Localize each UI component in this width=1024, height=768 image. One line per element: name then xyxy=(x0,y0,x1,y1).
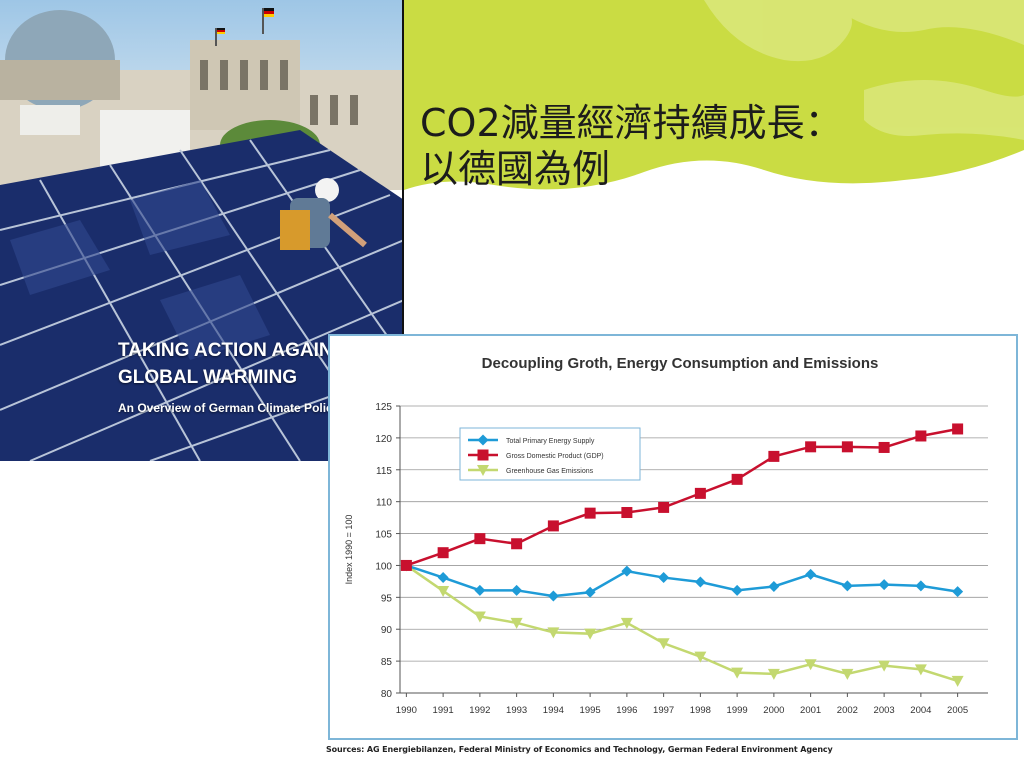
xtick-label-2005: 2005 xyxy=(947,705,968,716)
chart-title: Decoupling Groth, Energy Consumption and… xyxy=(482,355,879,372)
point-gdp-2001 xyxy=(805,441,817,453)
point-gdp-1997 xyxy=(658,501,670,513)
series-line-tpes xyxy=(405,564,958,598)
point-ghg-1998 xyxy=(694,651,707,663)
legend-marker-ghg xyxy=(477,465,489,476)
xtick-label-2002: 2002 xyxy=(837,705,858,716)
point-tpes-1999 xyxy=(731,584,743,596)
ytick-label-80: 80 xyxy=(381,689,393,700)
brochure-headline-line2: GLOBAL WARMING xyxy=(118,367,298,388)
legend-label-tpes: Total Primary Energy Supply xyxy=(506,438,595,445)
point-ghg-1994 xyxy=(547,627,560,639)
legend-marker-tpes xyxy=(477,434,489,446)
point-tpes-2000 xyxy=(768,580,780,592)
xtick-label-1998: 1998 xyxy=(690,705,711,716)
legend-marker-gdp xyxy=(477,449,489,461)
point-gdp-1999 xyxy=(731,473,743,485)
decorative-green-background xyxy=(404,0,1024,190)
xtick-label-2000: 2000 xyxy=(763,705,784,716)
xtick-label-2004: 2004 xyxy=(910,705,931,716)
point-gdp-1996 xyxy=(621,507,633,519)
xtick-label-1990: 1990 xyxy=(396,705,417,716)
point-gdp-1990 xyxy=(400,559,412,571)
point-tpes-2003 xyxy=(878,579,890,591)
chart-panel: Decoupling Groth, Energy Consumption and… xyxy=(328,334,1018,740)
point-tpes-1996 xyxy=(621,565,633,577)
point-tpes-1995 xyxy=(584,586,596,598)
brochure-cover-photo: TAKING ACTION AGAINS GLOBAL WARMING An O… xyxy=(0,0,404,461)
xtick-label-1996: 1996 xyxy=(616,705,637,716)
point-tpes-2002 xyxy=(841,580,853,592)
point-ghg-1993 xyxy=(510,617,523,629)
xtick-label-1991: 1991 xyxy=(433,705,454,716)
ytick-label-125: 125 xyxy=(375,402,392,413)
point-gdp-1993 xyxy=(511,538,523,550)
solar-panels-illustration xyxy=(0,0,404,461)
photo-divider-line xyxy=(402,0,404,335)
xtick-label-1992: 1992 xyxy=(469,705,490,716)
point-gdp-2003 xyxy=(878,441,890,453)
point-tpes-2005 xyxy=(952,586,964,598)
point-tpes-1992 xyxy=(474,584,486,596)
point-ghg-1999 xyxy=(731,667,744,679)
line-chart: Decoupling Groth, Energy Consumption and… xyxy=(344,355,988,716)
point-gdp-1992 xyxy=(474,533,486,545)
point-tpes-1991 xyxy=(437,572,449,584)
legend-label-ghg: Greenhouse Gas Emissions xyxy=(506,468,594,475)
slide-title: CO2減量經濟持續成長： 以德國為例 xyxy=(420,100,1000,192)
point-tpes-1994 xyxy=(547,590,559,602)
point-tpes-1993 xyxy=(511,584,523,596)
point-tpes-1998 xyxy=(694,576,706,588)
series-line-gdp xyxy=(405,427,958,567)
point-ghg-2000 xyxy=(767,668,780,680)
ytick-label-120: 120 xyxy=(375,434,392,445)
ytick-label-115: 115 xyxy=(376,466,392,477)
point-gdp-1998 xyxy=(694,487,706,499)
ytick-label-95: 95 xyxy=(381,593,393,604)
point-gdp-2005 xyxy=(952,423,964,435)
ytick-label-85: 85 xyxy=(381,657,393,668)
source-note: Sources: AG Energiebilanzen, Federal Min… xyxy=(326,745,833,754)
y-axis-label: Index 1990 = 100 xyxy=(344,515,354,585)
point-ghg-1992 xyxy=(473,611,486,623)
slide-title-line2: 以德國為例 xyxy=(420,147,611,191)
point-ghg-1991 xyxy=(437,585,450,597)
point-ghg-2004 xyxy=(914,664,927,676)
legend-label-gdp: Gross Domestic Product (GDP) xyxy=(506,453,604,460)
xtick-label-2001: 2001 xyxy=(800,705,821,716)
point-ghg-2003 xyxy=(878,660,891,672)
point-gdp-2004 xyxy=(915,430,927,442)
point-gdp-2000 xyxy=(768,450,780,462)
ytick-label-105: 105 xyxy=(375,530,392,541)
point-tpes-1997 xyxy=(658,572,670,584)
xtick-label-1997: 1997 xyxy=(653,705,674,716)
point-gdp-2002 xyxy=(841,441,853,453)
xtick-label-1995: 1995 xyxy=(580,705,601,716)
slide-title-line1: CO2減量經濟持續成長： xyxy=(420,101,843,145)
point-ghg-1997 xyxy=(657,638,670,650)
point-gdp-1995 xyxy=(584,507,596,519)
xtick-label-2003: 2003 xyxy=(874,705,895,716)
point-ghg-2005 xyxy=(951,675,964,687)
point-ghg-2002 xyxy=(841,668,854,680)
point-ghg-1995 xyxy=(584,628,597,640)
xtick-label-1994: 1994 xyxy=(543,705,564,716)
point-gdp-1991 xyxy=(437,547,449,559)
xtick-label-1993: 1993 xyxy=(506,705,527,716)
xtick-label-1999: 1999 xyxy=(727,705,748,716)
brochure-headline-line1: TAKING ACTION AGAINS xyxy=(118,340,346,361)
ytick-label-90: 90 xyxy=(381,625,393,636)
brochure-subline: An Overview of German Climate Polic xyxy=(118,401,333,415)
point-ghg-1996 xyxy=(620,617,633,629)
ytick-label-110: 110 xyxy=(376,498,392,509)
point-gdp-1994 xyxy=(547,520,559,532)
series-line-ghg xyxy=(405,564,958,683)
point-tpes-2004 xyxy=(915,580,927,592)
ytick-label-100: 100 xyxy=(375,561,392,572)
point-tpes-2001 xyxy=(805,568,817,580)
point-ghg-2001 xyxy=(804,659,817,671)
